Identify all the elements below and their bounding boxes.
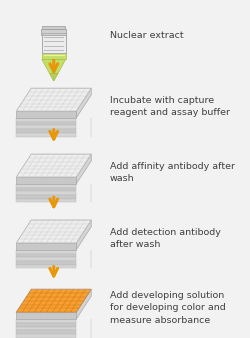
Text: Nuclear extract: Nuclear extract	[110, 31, 184, 40]
Polygon shape	[16, 111, 76, 118]
Polygon shape	[16, 122, 76, 125]
Text: Add detection antibody
after wash: Add detection antibody after wash	[110, 227, 221, 249]
Polygon shape	[16, 125, 76, 129]
Polygon shape	[16, 257, 76, 261]
Text: Incubate with capture
reagent and assay buffer: Incubate with capture reagent and assay …	[110, 96, 230, 117]
Polygon shape	[16, 243, 76, 250]
Polygon shape	[16, 330, 76, 334]
Polygon shape	[16, 184, 76, 188]
Bar	[41, 29, 66, 35]
Polygon shape	[16, 265, 76, 268]
Polygon shape	[16, 195, 76, 199]
Polygon shape	[16, 289, 91, 312]
Polygon shape	[42, 53, 66, 59]
Bar	[42, 33, 66, 53]
Polygon shape	[16, 323, 76, 327]
Polygon shape	[16, 327, 76, 330]
Polygon shape	[16, 334, 76, 338]
Polygon shape	[16, 188, 76, 191]
Text: Add developing solution
for developing color and
measure absorbance: Add developing solution for developing c…	[110, 291, 226, 324]
Polygon shape	[16, 129, 76, 133]
Polygon shape	[16, 118, 76, 122]
Polygon shape	[16, 319, 76, 323]
Polygon shape	[50, 74, 58, 81]
Polygon shape	[76, 220, 91, 250]
Polygon shape	[16, 250, 76, 254]
Polygon shape	[76, 88, 91, 118]
Polygon shape	[16, 220, 91, 243]
Polygon shape	[16, 133, 76, 137]
Polygon shape	[16, 261, 76, 265]
Polygon shape	[16, 88, 91, 111]
Polygon shape	[16, 177, 76, 184]
Polygon shape	[42, 26, 65, 28]
Text: Add affinity antibody after
wash: Add affinity antibody after wash	[110, 162, 235, 183]
Polygon shape	[16, 154, 91, 177]
Polygon shape	[76, 154, 91, 184]
Polygon shape	[16, 199, 76, 202]
Polygon shape	[76, 289, 91, 319]
Polygon shape	[42, 59, 66, 74]
Polygon shape	[16, 312, 76, 319]
Polygon shape	[16, 254, 76, 257]
Polygon shape	[16, 191, 76, 195]
